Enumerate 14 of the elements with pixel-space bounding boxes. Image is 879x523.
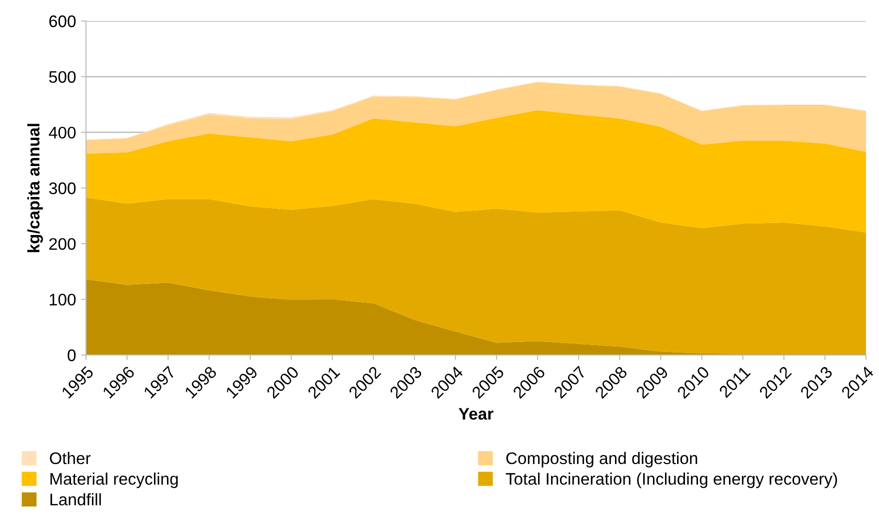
y-tick-label: 300 <box>49 182 76 194</box>
y-tick-label: 0 <box>68 349 76 362</box>
y-axis-title: kg/capita annual <box>27 124 43 252</box>
y-tick-label: 100 <box>50 294 76 306</box>
y-tick-label: 400 <box>48 126 76 139</box>
y-tick-label: 200 <box>49 238 76 250</box>
legend-label: Composting and digestion <box>506 452 698 468</box>
y-tick-label: 600 <box>49 15 76 28</box>
legend-label: Total Incineration (Including energy recovery) <box>506 472 837 488</box>
x-axis-title: Year <box>458 408 494 420</box>
legend-label: Material recycling <box>50 472 178 488</box>
legend-label: Other <box>50 452 91 464</box>
legend-label: Landfill <box>50 493 101 506</box>
y-tick-label: 500 <box>49 71 76 83</box>
